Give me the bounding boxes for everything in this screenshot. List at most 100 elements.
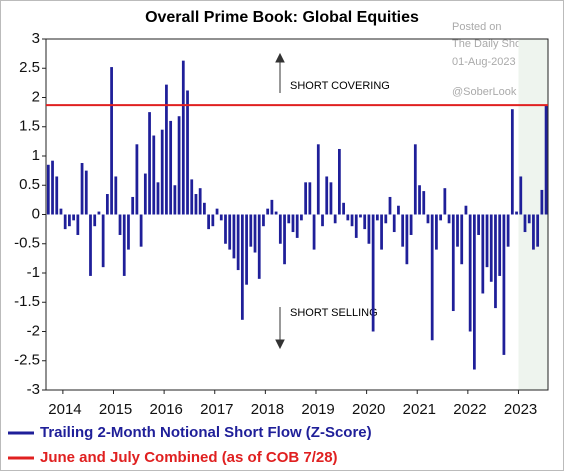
- bar: [278, 214, 282, 244]
- bar: [489, 214, 493, 282]
- bar: [435, 214, 438, 250]
- y-tick-label: -3: [27, 381, 40, 398]
- bar: [536, 214, 540, 247]
- bar: [101, 214, 105, 268]
- bar: [122, 214, 126, 276]
- y-tick-label: 1: [32, 147, 40, 164]
- bar: [527, 214, 531, 224]
- bar: [89, 214, 92, 276]
- bar: [127, 214, 130, 250]
- bar: [131, 196, 135, 215]
- bar: [80, 163, 84, 215]
- bar: [523, 214, 527, 233]
- bar: [274, 211, 278, 215]
- y-tick-label: -0.5: [14, 235, 40, 252]
- bar: [169, 120, 173, 215]
- bar: [84, 170, 88, 215]
- bar: [485, 214, 489, 268]
- bar: [338, 148, 341, 215]
- bar: [472, 214, 476, 370]
- bar: [181, 60, 185, 215]
- x-tick-label: 2023: [504, 401, 537, 418]
- bar: [253, 214, 257, 253]
- bar: [325, 176, 329, 215]
- x-tick-label: 2017: [200, 401, 233, 418]
- bar: [105, 194, 109, 215]
- bar: [329, 182, 333, 215]
- y-tick-label: -1.5: [14, 293, 40, 310]
- bar: [418, 185, 421, 215]
- bar: [506, 214, 510, 247]
- bar: [443, 188, 447, 215]
- bar: [367, 214, 371, 244]
- bar: [312, 214, 316, 250]
- bar: [190, 179, 194, 215]
- legend-label: Trailing 2-Month Notional Short Flow (Z-…: [40, 424, 372, 441]
- bar: [46, 164, 50, 215]
- y-tick-label: 2: [32, 88, 40, 105]
- bar: [304, 182, 308, 215]
- bar: [110, 67, 113, 215]
- bar: [426, 214, 430, 224]
- bar: [55, 176, 59, 215]
- bar: [468, 214, 472, 332]
- bar: [173, 185, 177, 215]
- bar: [51, 160, 54, 215]
- arrow-head: [275, 52, 285, 63]
- bar: [515, 211, 518, 215]
- bar: [498, 214, 502, 276]
- y-tick-label: 1.5: [19, 118, 40, 135]
- y-tick-label: 0: [32, 205, 40, 222]
- bar: [371, 214, 375, 332]
- x-tick-label: 2022: [453, 401, 486, 418]
- bar: [156, 182, 160, 215]
- bar: [143, 173, 147, 215]
- bar: [249, 214, 253, 247]
- x-tick-label: 2015: [99, 401, 132, 418]
- bar: [186, 90, 189, 215]
- x-tick-label: 2019: [301, 401, 334, 418]
- bar: [532, 214, 535, 250]
- bar: [439, 214, 443, 221]
- bar: [494, 214, 497, 309]
- bar: [422, 191, 426, 215]
- x-tick-label: 2018: [251, 401, 284, 418]
- annotation: SHORT SELLING: [290, 307, 378, 319]
- watermark: Posted on: [452, 21, 502, 33]
- bar: [262, 214, 265, 227]
- arrow-head: [275, 339, 285, 350]
- watermark: 01-Aug-2023: [452, 56, 516, 68]
- bar: [300, 214, 303, 221]
- bar: [228, 214, 232, 250]
- bar: [409, 214, 413, 235]
- bar: [519, 176, 523, 215]
- bar: [139, 214, 143, 247]
- bar: [460, 214, 464, 265]
- legend-label: June and July Combined (as of COB 7/28): [40, 449, 338, 466]
- bar: [283, 214, 286, 265]
- bar: [59, 208, 63, 215]
- bar: [135, 144, 139, 215]
- bar: [240, 214, 244, 320]
- bar: [375, 214, 379, 221]
- bar: [363, 214, 367, 230]
- bar: [114, 176, 118, 215]
- bar: [219, 214, 223, 221]
- y-tick-label: 3: [32, 30, 40, 47]
- bar: [215, 208, 219, 215]
- bar: [502, 214, 506, 355]
- bar: [401, 214, 405, 247]
- bar: [359, 214, 362, 218]
- bar: [346, 214, 350, 221]
- bar: [384, 214, 388, 224]
- x-tick-label: 2016: [150, 401, 183, 418]
- bar: [97, 211, 101, 215]
- bar: [354, 214, 358, 238]
- bar: [388, 196, 392, 215]
- x-tick-label: 2014: [48, 401, 81, 418]
- bar: [510, 109, 514, 215]
- bar: [207, 214, 210, 230]
- bar: [266, 208, 270, 215]
- bar: [397, 205, 400, 215]
- bar: [211, 214, 215, 227]
